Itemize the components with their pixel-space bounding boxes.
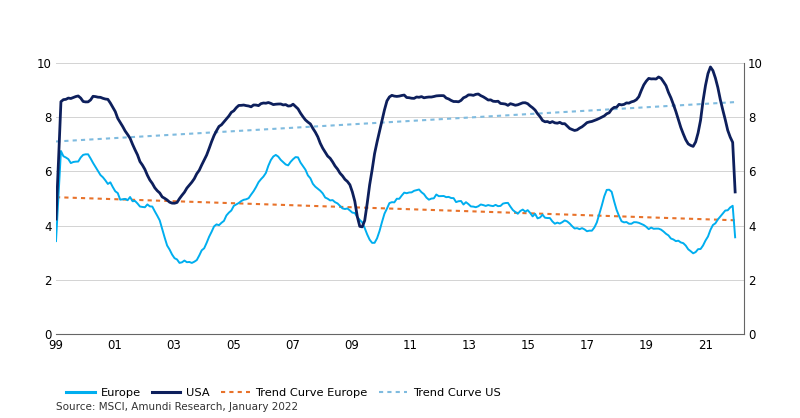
Trend Curve US <box>456 115 466 120</box>
USA <box>51 217 61 222</box>
Line: Europe: Europe <box>56 151 735 263</box>
Trend Curve US <box>523 112 533 117</box>
Trend Curve Europe <box>730 218 740 223</box>
Europe <box>528 214 538 219</box>
Europe <box>187 260 197 265</box>
Line: Trend Curve Europe: Trend Curve Europe <box>56 197 735 220</box>
Europe <box>56 148 66 153</box>
Europe <box>402 191 411 196</box>
Trend Curve US <box>140 134 150 139</box>
Trend Curve Europe <box>404 206 414 212</box>
USA <box>358 224 367 229</box>
USA <box>303 120 313 125</box>
Europe <box>730 235 740 240</box>
Trend Curve US <box>730 99 740 104</box>
Europe <box>461 200 470 205</box>
USA <box>526 103 535 108</box>
USA <box>730 189 740 194</box>
Trend Curve US <box>303 125 313 130</box>
Trend Curve Europe <box>397 206 406 212</box>
Line: Trend Curve US: Trend Curve US <box>56 102 735 142</box>
USA <box>706 64 715 69</box>
Trend Curve Europe <box>523 211 533 216</box>
Trend Curve US <box>404 118 414 123</box>
Text: Return on invested capital in the US and Europe (average aggregate since 1999): Return on invested capital in the US and… <box>10 23 462 33</box>
Trend Curve US <box>397 119 406 124</box>
Trend Curve Europe <box>456 209 466 214</box>
USA <box>140 167 150 172</box>
Text: Source: MSCI, Amundi Research, January 2022: Source: MSCI, Amundi Research, January 2… <box>56 402 298 412</box>
Europe <box>142 202 152 207</box>
USA <box>399 92 409 97</box>
Trend Curve Europe <box>140 198 150 203</box>
USA <box>407 96 417 101</box>
Europe <box>51 239 61 244</box>
Europe <box>308 181 318 186</box>
Trend Curve Europe <box>303 203 313 208</box>
USA <box>458 95 468 100</box>
Line: USA: USA <box>56 67 735 227</box>
Legend: Europe, USA, Trend Curve Europe, Trend Curve US: Europe, USA, Trend Curve Europe, Trend C… <box>62 384 506 403</box>
Trend Curve US <box>51 139 61 144</box>
Trend Curve Europe <box>51 195 61 200</box>
Europe <box>410 188 419 193</box>
